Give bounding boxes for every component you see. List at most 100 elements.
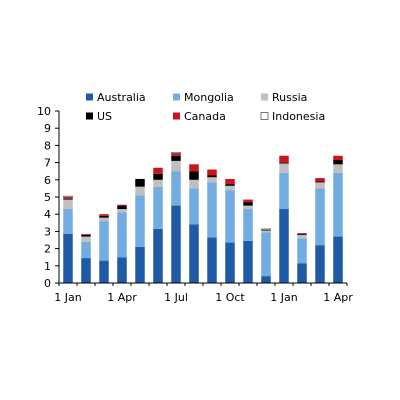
x-tick-label: 1 Jan [54,291,81,304]
bar-segment-canada [171,153,181,156]
bar-segment-mongolia [243,209,253,241]
bar-segment-canada [333,155,343,161]
legend-swatch-indonesia [260,112,269,120]
legend-swatch-mongolia [173,93,180,101]
bar-segment-us [333,160,343,165]
bar-segment-mongolia [117,212,127,258]
bar-segment-canada [153,167,163,174]
bar-segment-russia [225,185,235,191]
bar-segment-australia [333,236,343,283]
y-tick-label: 1 [44,260,51,273]
bar-segment-australia [81,258,91,283]
bar-segment-mongolia [297,238,307,264]
bar-segment-australia [207,237,217,283]
bar-segment-australia [279,209,289,283]
bar-segment-russia [99,217,109,222]
y-tick-label: 4 [44,208,51,221]
bar-segment-russia [171,160,181,172]
x-axis: 1 Jan 1 Apr 1 Jul 1 Oct 1 Jan 1 Apr [54,282,353,304]
bar-segment-mongolia [63,209,73,234]
bar-segment-australia [135,246,145,283]
bar-segment-australia [117,257,127,283]
bar-segment-canada [315,178,325,182]
bar-segment-russia [279,163,289,173]
bar-segment-mongolia [207,182,217,238]
bar-segment-canada [189,164,199,172]
x-tick-label: 1 Apr [107,291,137,304]
bar-segment-us [153,173,163,180]
bar-segment-australia [99,260,109,283]
bar-segment-mongolia [81,241,91,259]
bar-segment-mongolia [333,172,343,237]
bar-segment-us [135,178,145,187]
bar-segment-mongolia [225,190,235,243]
bar-segment-us [171,155,181,161]
bar-segment-canada [117,204,127,206]
bar-segment-mongolia [189,188,199,225]
y-tick-label: 5 [44,191,51,204]
bar-segment-russia [63,199,73,210]
bar-segment-australia [153,228,163,283]
bar-segment-russia [297,234,307,239]
bar-segment-indonesia [260,228,272,230]
bar-segment-us [279,162,289,164]
bar-segment-us [189,171,199,180]
bar-segment-australia [189,224,199,283]
bar-segment-us [63,198,73,200]
bar-segment-canada [225,178,235,185]
bar-segment-australia [297,263,307,283]
y-tick-label: 2 [44,243,51,256]
bar-segment-australia [315,245,325,283]
bar-segment-canada [99,214,109,216]
legend-swatch-russia [261,93,268,101]
y-tick-label: 3 [44,225,51,238]
x-tick-label: 1 Jan [270,291,297,304]
bar-segment-canada [279,155,289,163]
bar-segment-russia [243,205,253,210]
legend-label-us: US [97,110,112,123]
y-axis: 0 1 2 3 4 5 6 7 8 9 10 [37,105,60,290]
bar-segment-us [297,233,307,235]
bar-segment-indonesia [62,195,74,198]
bar-segment-us [117,205,127,210]
x-tick-label: 1 Oct [215,291,245,304]
bar-segment-us [207,175,217,178]
legend-swatch-canada [173,112,180,120]
y-tick-label: 9 [44,122,51,135]
bar-segment-canada [297,233,307,234]
bar-segment-us [81,234,91,237]
bar-segment-australia [171,205,181,283]
bar-segment-russia [189,179,199,189]
bar-segment-us [243,202,253,206]
bar-segment-russia [315,182,325,189]
legend-label-mongolia: Mongolia [184,91,234,104]
y-tick-label: 8 [44,139,51,152]
chart-legend: Australia Mongolia Russia US Canada Indonesia [86,91,325,123]
bar-segment-russia [135,186,145,196]
bar-segment-canada [81,233,91,235]
bar-segment-australia [225,242,235,283]
bar-segment-australia [261,276,271,283]
x-tick-label: 1 Apr [323,291,353,304]
bar-segment-mongolia [135,195,145,247]
legend-label-russia: Russia [272,91,307,104]
chart-bars [62,151,343,283]
bar-segment-russia [333,164,343,173]
legend-swatch-us [86,112,93,120]
bar-segment-mongolia [315,188,325,246]
bar-segment-indonesia [170,151,182,154]
bar-segment-mongolia [261,232,271,277]
bar-segment-us [225,184,235,186]
legend-label-canada: Canada [184,110,226,123]
bar-segment-russia [153,179,163,187]
y-tick-label: 7 [44,157,51,170]
legend-label-australia: Australia [97,91,146,104]
legend-label-indonesia: Indonesia [272,110,325,123]
bar-segment-mongolia [99,221,109,261]
x-tick-label: 1 Jul [164,291,188,304]
y-tick-label: 10 [37,105,51,118]
bar-segment-australia [243,240,253,283]
bar-segment-mongolia [153,186,163,229]
y-tick-label: 6 [44,174,51,187]
